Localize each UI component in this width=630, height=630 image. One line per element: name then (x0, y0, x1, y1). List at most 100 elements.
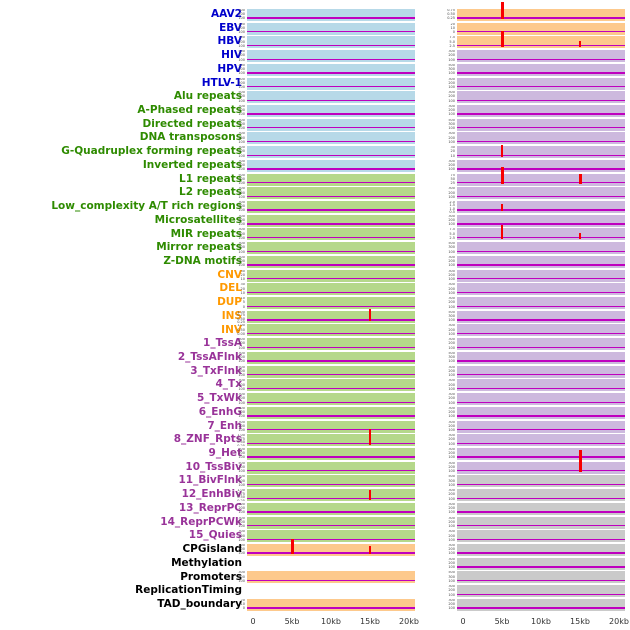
right-track-panel (457, 420, 625, 433)
y-tick-label: 100 (238, 249, 245, 254)
baseline-trace (247, 360, 415, 362)
y-tick-label: 300 (448, 283, 455, 287)
y-tick-label: 100 (238, 359, 245, 364)
y-tick-label: 100 (238, 263, 245, 268)
baseline-trace (247, 525, 415, 527)
y-tick-label: 300 (238, 214, 245, 218)
y-tick-label: 100 (448, 194, 455, 199)
y-tick-label: 100 (448, 85, 455, 89)
y-tick-label: 0 (242, 606, 245, 611)
y-tick-label: 10 (450, 153, 455, 158)
y-tick-label: 100 (238, 208, 245, 213)
y-tick-label: 200 (448, 588, 455, 593)
row-label-inv: INV (221, 323, 242, 336)
right-y-axis-ticks: 300 200 100 (431, 407, 455, 419)
y-tick-label: 300 (238, 176, 245, 181)
left-y-axis-ticks: 300 200 100 (221, 503, 245, 515)
enrichment-spike (578, 232, 582, 239)
right-y-axis-ticks: 0.75 0.50 0.25 (431, 9, 455, 21)
baseline-trace (247, 44, 415, 47)
left-y-axis-ticks: 300 200 100 (221, 187, 245, 199)
row-label-mir-repeats: MIR repeats (170, 227, 242, 240)
left-y-axis-ticks: 300 200 100 (221, 132, 245, 144)
y-tick-label: 100 (238, 43, 245, 48)
row-label-dup: DUP (217, 296, 242, 309)
right-track-panel (457, 63, 625, 76)
right-track-panel (457, 598, 625, 611)
row-label-del: DEL (219, 282, 242, 295)
y-tick-label: 100 (238, 510, 245, 515)
left-y-axis-ticks: 300 200 100 (221, 105, 245, 117)
y-tick-label: 0 (242, 304, 245, 309)
baseline-trace (457, 401, 625, 403)
row-label-1-tssa: 1_TssA (203, 337, 242, 350)
baseline-trace (247, 374, 415, 376)
baseline-trace (457, 113, 625, 115)
x-tick-label: 0 (460, 617, 466, 626)
y-tick-label: 100 (448, 331, 455, 336)
right-track-panel (457, 297, 625, 310)
right-y-axis-ticks: 300 200 100 (431, 91, 455, 103)
y-tick-label: 100 (448, 304, 455, 309)
y-tick-label: 200 (448, 300, 455, 305)
right-track-panel (457, 200, 625, 213)
right-y-axis-ticks: 7.5 5.0 2.5 (431, 36, 455, 48)
left-y-axis-ticks: 300 200 100 (221, 379, 245, 391)
x-tick-label: 15kb (360, 617, 380, 626)
left-y-axis-ticks: 500 300 100 (221, 462, 245, 474)
row-label-8-znf-rpts: 8_ZNF_Rpts (173, 433, 242, 446)
row-label-aav2: AAV2 (211, 8, 242, 20)
right-track-panel (457, 132, 625, 145)
y-tick-label: 300 (238, 516, 245, 520)
y-tick-label: 300 (238, 242, 245, 246)
y-tick-label: 2.5 (449, 235, 455, 240)
y-tick-label: 0.75 (237, 436, 245, 441)
right-track-panel (457, 447, 625, 460)
left-track-panel (247, 447, 415, 460)
y-tick-label: 100 (448, 277, 455, 282)
y-tick-label: 100 (448, 428, 455, 432)
baseline-trace (247, 305, 415, 307)
right-track-panel (457, 338, 625, 351)
y-tick-label: 0.50 (237, 495, 245, 500)
y-tick-label: 100 (238, 222, 245, 227)
baseline-trace (247, 607, 415, 609)
y-tick-label: 100 (238, 524, 245, 529)
y-tick-label: 200 (238, 25, 245, 30)
y-tick-label: 100 (238, 578, 245, 583)
baseline-trace (247, 456, 415, 458)
right-y-axis-ticks: 500 300 100 (431, 119, 455, 131)
baseline-trace (247, 401, 415, 403)
right-y-axis-ticks: 300 200 100 (431, 283, 455, 295)
y-tick-label: 100 (238, 139, 245, 144)
baseline-trace (247, 415, 415, 417)
left-track-panel (247, 269, 415, 282)
y-tick-label: 300 (448, 379, 455, 383)
right-track-panel (457, 393, 625, 406)
enrichment-spike (500, 1, 504, 20)
y-tick-label: 200 (448, 135, 455, 140)
baseline-trace (457, 264, 625, 266)
y-tick-label: 200 (238, 231, 245, 236)
y-tick-label: 1.00 (237, 324, 245, 328)
y-tick-label: 200 (238, 149, 245, 154)
baseline-trace (457, 442, 625, 445)
left-track-panel (247, 571, 415, 584)
y-tick-label: 100 (448, 578, 455, 583)
right-y-axis-ticks: 300 200 100 (431, 187, 455, 199)
baseline-trace (247, 31, 415, 33)
y-tick-label: 200 (448, 451, 455, 456)
y-tick-label: 0.00 (237, 331, 245, 336)
y-tick-label: 100 (238, 181, 245, 186)
right-y-axis-ticks: 500 300 100 (431, 242, 455, 254)
y-tick-label: 200 (238, 547, 245, 552)
y-tick-label: 200 (448, 217, 455, 222)
right-y-axis-ticks: 300 200 100 (431, 105, 455, 117)
y-tick-label: 100 (448, 263, 455, 268)
left-y-axis-ticks: 500 300 100 (221, 366, 245, 378)
baseline-trace (457, 374, 625, 376)
left-y-axis-ticks: 10 5 0 (221, 297, 245, 309)
y-tick-label: 50 (450, 176, 455, 181)
row-label-mirror-repeats: Mirror repeats (156, 241, 242, 254)
right-y-axis-ticks: 300 200 100 (431, 215, 455, 227)
